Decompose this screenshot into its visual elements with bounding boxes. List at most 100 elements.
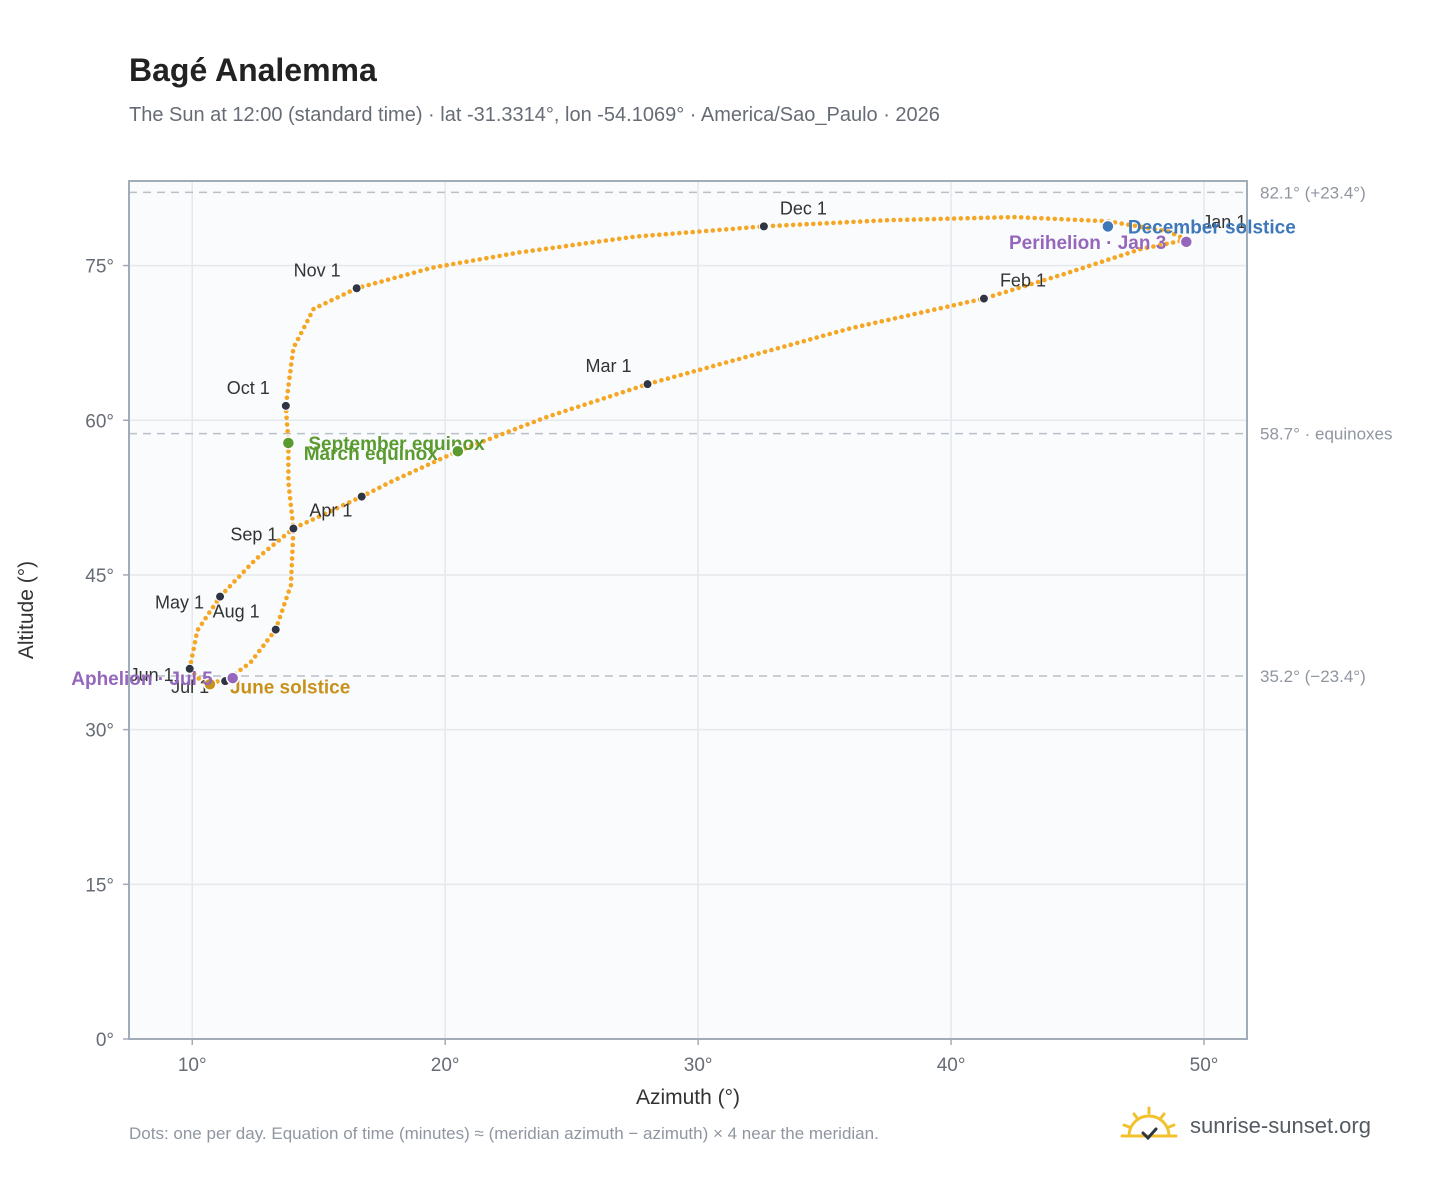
event-marker — [1101, 219, 1115, 234]
chart-title: Bagé Analemma — [129, 52, 377, 88]
day-dot — [392, 275, 397, 281]
day-dot — [899, 314, 904, 320]
day-dot — [840, 328, 845, 333]
day-dot — [1072, 217, 1078, 223]
day-dot — [207, 610, 212, 615]
reference-label: 35.2° (−23.4°) — [1260, 667, 1366, 686]
month-marker — [215, 591, 226, 602]
day-dot — [898, 217, 903, 223]
event-marker — [203, 677, 217, 691]
day-dot — [487, 436, 493, 442]
day-dot — [737, 226, 742, 231]
day-dot — [497, 253, 502, 259]
day-dot — [1125, 251, 1130, 256]
day-dot — [1042, 277, 1047, 283]
day-dot — [411, 270, 417, 276]
day-dot — [691, 369, 697, 374]
event-marker — [451, 444, 465, 458]
day-dot — [1112, 255, 1117, 260]
day-dot — [431, 265, 436, 270]
day-dot — [284, 395, 290, 401]
day-dot — [846, 326, 852, 332]
day-dot — [340, 502, 346, 508]
day-dot — [837, 220, 843, 225]
day-dot — [311, 306, 316, 312]
day-dot — [425, 462, 431, 468]
day-dot — [1035, 279, 1041, 285]
day-dot — [289, 355, 295, 361]
y-tick-label: 60° — [85, 411, 114, 432]
day-dot — [1010, 287, 1015, 293]
day-dot — [282, 602, 287, 607]
day-dot — [820, 333, 826, 339]
day-dot — [782, 344, 787, 349]
day-dot — [614, 392, 619, 397]
day-dot — [607, 394, 613, 399]
day-dot — [670, 231, 675, 236]
day-dot — [353, 497, 358, 502]
day-dot — [537, 417, 543, 422]
day-dot — [287, 496, 293, 501]
day-dot — [284, 415, 289, 421]
day-dot — [583, 241, 589, 246]
day-dot — [1018, 215, 1024, 220]
day-dot — [277, 614, 283, 620]
day-dot — [341, 292, 347, 297]
day-dot — [275, 621, 281, 626]
day-dot — [971, 298, 976, 304]
day-dot — [295, 336, 301, 342]
plot-frame — [128, 180, 1248, 1040]
day-dot — [1039, 216, 1044, 221]
day-dot — [814, 335, 819, 340]
day-dot — [401, 473, 406, 479]
day-dot — [531, 419, 537, 425]
day-dot — [627, 387, 632, 393]
day-dot — [1092, 218, 1098, 223]
day-dot — [286, 455, 291, 461]
day-dot — [710, 363, 716, 369]
day-dot — [777, 223, 782, 228]
day-dot — [232, 579, 237, 584]
day-dot — [265, 638, 270, 643]
day-dot — [685, 370, 690, 376]
brand[interactable]: sunrise-sunset.org — [1120, 1104, 1371, 1148]
day-dot — [570, 242, 575, 248]
plot-area — [129, 181, 1247, 1039]
day-dot — [905, 313, 911, 318]
day-dot — [286, 462, 291, 468]
day-dot — [288, 368, 293, 374]
day-dot — [298, 522, 303, 528]
day-dot — [784, 222, 789, 228]
event-label: March equinox — [304, 444, 439, 465]
day-dot — [972, 215, 977, 221]
day-dot — [824, 220, 829, 226]
day-dot — [601, 396, 607, 401]
day-dot — [437, 456, 443, 462]
day-dot — [978, 215, 984, 221]
day-dot — [304, 520, 310, 525]
day-dot — [1080, 265, 1086, 271]
day-dot — [801, 338, 807, 344]
day-dot — [762, 349, 768, 355]
day-dot — [1003, 289, 1009, 295]
day-dot — [371, 488, 376, 494]
day-dot — [366, 282, 372, 288]
day-dot — [1016, 285, 1021, 291]
day-dot — [284, 422, 290, 427]
day-dot — [563, 408, 568, 414]
day-dot — [289, 509, 294, 514]
day-dot — [590, 240, 595, 245]
day-dot — [657, 232, 662, 237]
day-dot — [577, 241, 582, 247]
day-dot — [1139, 224, 1144, 230]
day-dot — [451, 261, 456, 267]
day-dot — [518, 424, 524, 430]
day-dot — [750, 224, 756, 230]
day-dot — [557, 244, 562, 250]
sun-logo-icon — [1120, 1106, 1178, 1141]
day-dot — [1012, 214, 1017, 220]
day-dot — [878, 218, 883, 223]
month-marker — [184, 663, 195, 674]
day-dot — [743, 354, 748, 360]
day-dot — [851, 219, 856, 225]
